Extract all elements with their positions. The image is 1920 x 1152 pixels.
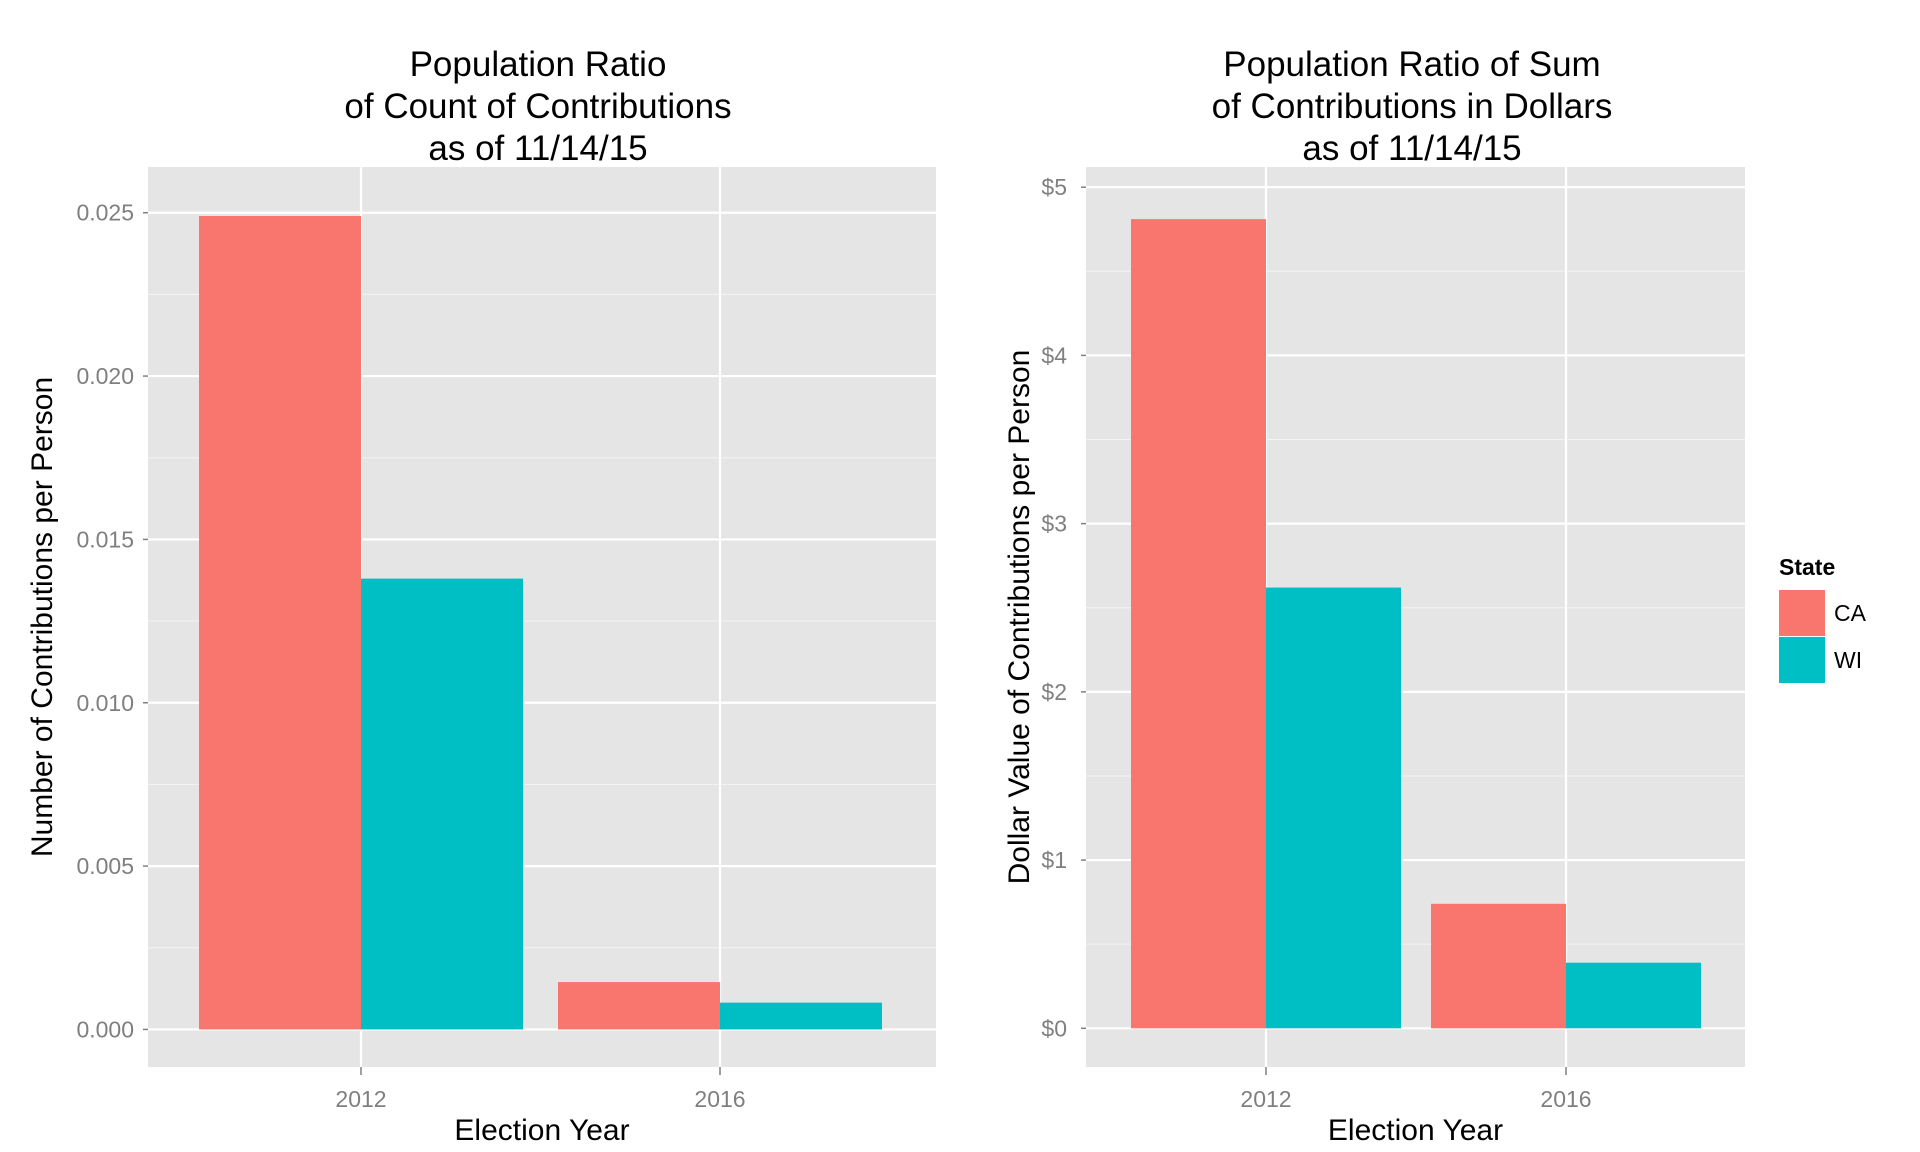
- x-tick-label: 2012: [335, 1086, 386, 1112]
- bar-wi-2012: [1266, 587, 1401, 1029]
- bar-wi-2016: [720, 1002, 882, 1030]
- chart-title-line: of Contributions in Dollars: [1212, 87, 1613, 126]
- legend-label-ca: CA: [1834, 600, 1867, 626]
- bar-wi-2012: [361, 578, 523, 1030]
- x-axis-title: Election Year: [1328, 1114, 1503, 1147]
- legend-label-wi: WI: [1834, 647, 1862, 673]
- chart-title-line: as of 11/14/15: [1302, 129, 1521, 168]
- y-tick-label: 0.005: [76, 853, 134, 879]
- y-tick-label: 0.000: [76, 1016, 134, 1042]
- chart-title-line: as of 11/14/15: [428, 129, 647, 168]
- y-tick-label: $2: [1041, 679, 1067, 705]
- legend: State CA WI: [1779, 554, 1867, 683]
- y-tick-label: $5: [1041, 174, 1067, 200]
- legend-swatch-wi: [1779, 637, 1825, 683]
- legend-title: State: [1779, 554, 1835, 580]
- y-tick-label: $1: [1041, 847, 1067, 873]
- chart-title-line: Population Ratio: [410, 45, 667, 84]
- y-tick-label: 0.020: [76, 363, 134, 389]
- chart-title-line: Population Ratio of Sum: [1223, 45, 1600, 84]
- bar-wi-2016: [1566, 962, 1701, 1029]
- y-axis-title: Dollar Value of Contributions per Person: [1003, 350, 1036, 885]
- chart-title-line: of Count of Contributions: [344, 87, 731, 126]
- y-axis-title: Number of Contributions per Person: [26, 377, 59, 857]
- x-tick-label: 2016: [1540, 1086, 1591, 1112]
- y-tick-label: 0.010: [76, 690, 134, 716]
- y-tick-label: $4: [1041, 342, 1067, 368]
- bar-ca-2012: [1131, 219, 1266, 1029]
- y-tick-label: 0.015: [76, 526, 134, 552]
- legend-swatch-ca: [1779, 590, 1825, 636]
- bar-ca-2016: [558, 982, 720, 1030]
- x-tick-label: 2016: [694, 1086, 745, 1112]
- bar-ca-2012: [199, 216, 361, 1030]
- y-tick-label: $0: [1041, 1015, 1067, 1041]
- x-tick-label: 2012: [1240, 1086, 1291, 1112]
- y-tick-label: $3: [1041, 511, 1067, 537]
- bar-ca-2016: [1431, 903, 1566, 1029]
- y-tick-label: 0.025: [76, 200, 134, 226]
- x-axis-title: Election Year: [454, 1114, 629, 1147]
